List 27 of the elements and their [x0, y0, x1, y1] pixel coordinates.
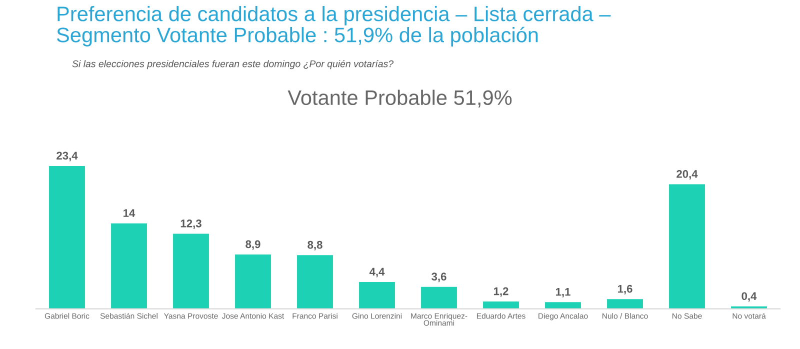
bar — [607, 299, 643, 309]
data-label: 14 — [124, 209, 136, 217]
data-label: 4,4 — [369, 268, 385, 278]
bar — [235, 254, 271, 309]
bar — [545, 302, 581, 309]
bar — [297, 255, 333, 309]
bar — [111, 223, 147, 309]
data-label: 8,8 — [308, 240, 322, 250]
data-label: 1,6 — [618, 284, 632, 294]
data-label: 1,1 — [556, 288, 570, 298]
data-label: 3,6 — [432, 272, 446, 282]
data-label: 12,3 — [180, 220, 202, 229]
data-label: 23,4 — [56, 152, 78, 162]
chart-title: Preferencia de candidatos a la presidencia – Lista cerrada – — [58, 6, 611, 26]
bar — [173, 234, 209, 309]
bar — [49, 166, 85, 309]
chart-subtitle: Segmento Votante Probable : 51,9% de la población — [56, 26, 538, 46]
bar — [421, 286, 457, 309]
text: Votante Probable 51,9% — [288, 90, 512, 108]
bar — [669, 184, 705, 309]
data-label: 0,4 — [742, 292, 757, 302]
data-label: 20,4 — [676, 170, 698, 180]
data-label: 8,9 — [246, 240, 260, 250]
text: Si las elecciones presidenciales fueran este domingo ¿Por quién votarías? — [72, 60, 394, 70]
data-label: 1,2 — [494, 287, 508, 297]
bar — [359, 282, 395, 309]
bar — [483, 302, 519, 309]
